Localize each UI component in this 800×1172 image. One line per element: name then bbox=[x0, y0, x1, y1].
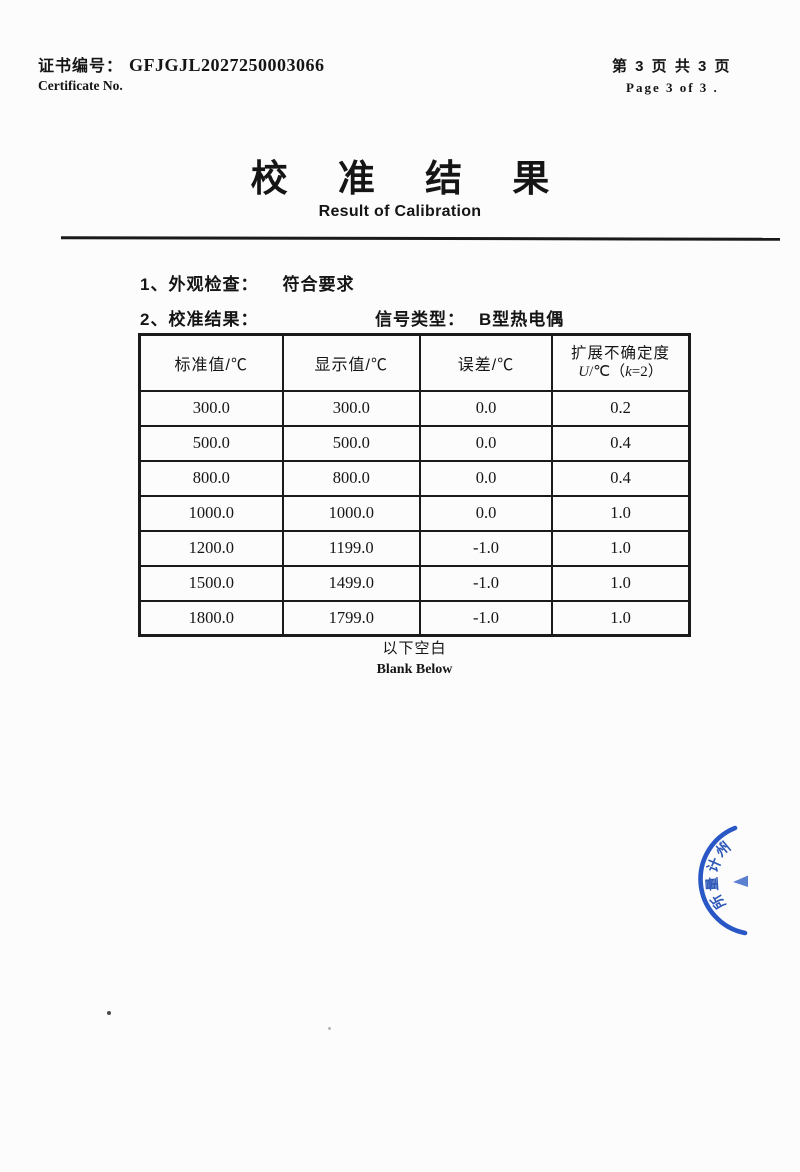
table-cell: 1199.0 bbox=[281, 529, 421, 567]
table-row: 1000.0 1000.0 0.0 1.0 bbox=[138, 494, 691, 532]
table-cell: -1.0 bbox=[419, 599, 553, 637]
table-cell: 800.0 bbox=[138, 459, 284, 497]
table-cell: 1200.0 bbox=[138, 529, 284, 567]
blank-below-cn: 以下空白 bbox=[382, 640, 447, 657]
col-header-error: 误差/℃ bbox=[419, 333, 553, 392]
table-cell: 1499.0 bbox=[281, 564, 421, 602]
signal-type-value: B型热电偶 bbox=[479, 310, 565, 329]
table-row: 800.0 800.0 0.0 0.4 bbox=[138, 459, 691, 497]
visual-inspection-line: 1、外观检查： 符合要求 bbox=[140, 270, 354, 295]
table-cell: 0.0 bbox=[419, 494, 553, 532]
calibration-results-table: 标准值/℃ 显示值/℃ 误差/℃ 扩展不确定度 U/℃（k=2） 300.0 30… bbox=[138, 333, 691, 637]
uncertainty-header-line1: 扩展不确定度 bbox=[570, 344, 670, 362]
table-row: 1200.0 1199.0 -1.0 1.0 bbox=[138, 529, 691, 567]
uncertainty-unit: /℃（ bbox=[589, 363, 626, 380]
official-seal-stamp: 州计量所 bbox=[690, 815, 800, 945]
table-cell: 1000.0 bbox=[281, 494, 421, 532]
table-cell: 1.0 bbox=[551, 529, 691, 567]
uncertainty-header-line2: U/℃（k=2） bbox=[553, 363, 688, 382]
seal-arc-icon bbox=[698, 825, 748, 936]
col-header-expanded-uncertainty: 扩展不确定度 U/℃（k=2） bbox=[551, 333, 691, 392]
table-cell: 1500.0 bbox=[138, 564, 284, 602]
table-cell: 0.0 bbox=[419, 389, 553, 427]
page-title-en: Result of Calibration bbox=[318, 203, 482, 220]
table-cell: -1.0 bbox=[419, 564, 553, 602]
table-cell: 500.0 bbox=[138, 424, 284, 462]
table-cell: 1.0 bbox=[551, 494, 691, 532]
signal-type: 信号类型： B型热电偶 bbox=[375, 305, 564, 330]
table-cell: 0.2 bbox=[551, 389, 691, 427]
page-info-en: Page 3 of 3 . bbox=[626, 80, 719, 95]
title-divider-rule bbox=[60, 236, 781, 241]
table-row: 1500.0 1499.0 -1.0 1.0 bbox=[138, 564, 691, 602]
table-cell: 0.4 bbox=[551, 424, 691, 462]
signal-type-label: 信号类型： bbox=[375, 310, 465, 329]
certificate-number-block: 证书编号： GFJGJL2027250003066 Certificate No… bbox=[38, 52, 325, 94]
page-number-block: 第 3 页 共 3 页 Page 3 of 3 . bbox=[612, 55, 732, 96]
table-cell: -1.0 bbox=[419, 529, 553, 567]
uncertainty-k-value: =2） bbox=[631, 363, 663, 380]
certificate-number: GFJGJL2027250003066 bbox=[129, 55, 325, 75]
table-cell: 300.0 bbox=[281, 389, 421, 427]
seal-character: 量 bbox=[703, 876, 721, 892]
blank-below-note: 以下空白 Blank Below bbox=[138, 637, 691, 678]
visual-inspection-label: 1、外观检查： bbox=[140, 275, 259, 294]
visual-inspection-value: 符合要求 bbox=[282, 275, 355, 294]
table-cell: 1799.0 bbox=[281, 599, 421, 637]
col-header-standard-value: 标准值/℃ bbox=[138, 333, 284, 392]
table-cell: 1.0 bbox=[551, 599, 691, 637]
uncertainty-symbol-k: k bbox=[625, 363, 632, 380]
scan-speck bbox=[107, 1011, 111, 1015]
page-info-cn: 第 3 页 共 3 页 bbox=[612, 58, 732, 75]
table-cell: 500.0 bbox=[281, 424, 421, 462]
table-row: 1800.0 1799.0 -1.0 1.0 bbox=[138, 599, 691, 637]
seal-star-point-icon bbox=[733, 875, 748, 887]
table-row: 500.0 500.0 0.0 0.4 bbox=[138, 424, 691, 462]
table-cell: 1800.0 bbox=[138, 599, 284, 637]
table-cell: 300.0 bbox=[138, 389, 284, 427]
table-cell: 0.0 bbox=[419, 459, 553, 497]
table-row: 300.0 300.0 0.0 0.2 bbox=[138, 389, 691, 427]
table-cell: 0.4 bbox=[551, 459, 691, 497]
table-header-row: 标准值/℃ 显示值/℃ 误差/℃ 扩展不确定度 U/℃（k=2） bbox=[138, 333, 691, 392]
scan-speck bbox=[328, 1027, 331, 1030]
certificate-label-en: Certificate No. bbox=[38, 78, 123, 93]
table-cell: 800.0 bbox=[281, 459, 421, 497]
certificate-label-cn: 证书编号： bbox=[38, 58, 124, 75]
calibration-result-line: 2、校准结果： 信号类型： B型热电偶 bbox=[140, 305, 700, 330]
col-header-displayed-value: 显示值/℃ bbox=[281, 333, 421, 392]
blank-below-en: Blank Below bbox=[376, 662, 453, 677]
uncertainty-symbol-u: U bbox=[578, 363, 590, 380]
page-title-cn: 校 准 结 果 bbox=[250, 158, 570, 199]
table-cell: 1.0 bbox=[551, 564, 691, 602]
table-cell: 0.0 bbox=[419, 424, 553, 462]
calibration-result-label: 2、校准结果： bbox=[140, 310, 259, 329]
table-cell: 1000.0 bbox=[138, 494, 284, 532]
